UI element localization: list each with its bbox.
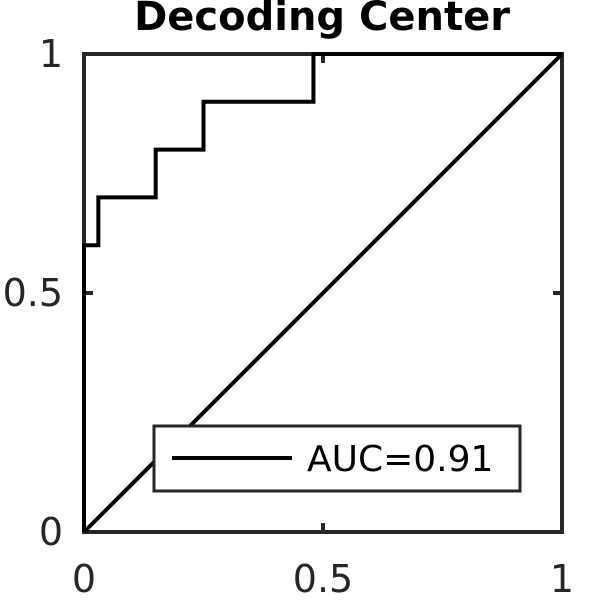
roc-curve-line [82,52,562,532]
x-tick-label: 1 [550,557,574,600]
y-tick-label: 0 [39,510,63,554]
chart-title: Decoding Center [134,0,510,40]
legend-entry-label: AUC=0.91 [307,439,493,480]
x-tick-label: 0 [72,557,96,600]
y-tick-label: 1 [39,32,63,76]
legend: AUC=0.91 [152,424,522,493]
x-axis: 0 0.5 1 [72,54,574,600]
x-tick-label: 0.5 [293,557,353,600]
y-tick-label: 0.5 [3,271,63,315]
